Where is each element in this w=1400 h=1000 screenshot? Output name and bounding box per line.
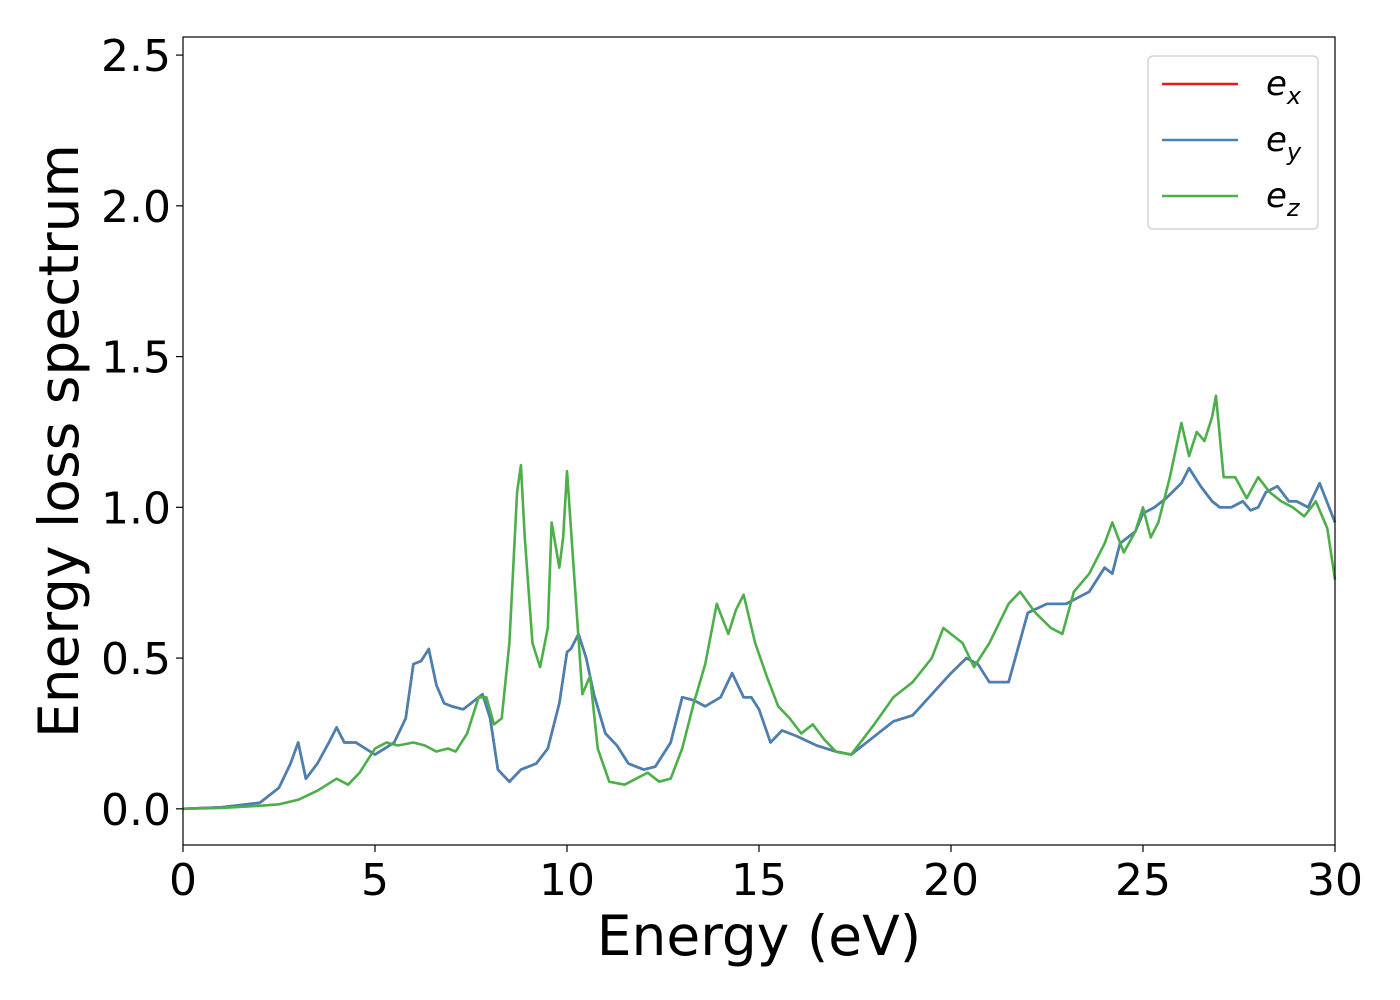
y-tick-label: 1.0 [101,483,171,534]
legend-box [1147,55,1319,230]
x-tick-label: 20 [923,855,979,906]
x-tick-label: 25 [1115,855,1171,906]
y-tick-label: 0.0 [101,785,171,836]
y-axis-title: Energy loss spectrum [27,144,91,738]
y-tick-label: 0.5 [101,634,171,685]
x-tick-label: 15 [731,855,787,906]
x-tick-label: 5 [361,855,389,906]
series-line-y [182,466,1337,811]
x-tick-label: 30 [1307,855,1363,906]
x-tick-label: 10 [539,855,595,906]
legend-label-z: ez [1266,176,1301,222]
legend-label-y: ey [1266,120,1302,166]
x-axis: 0 5 10 15 20 25 30 [169,845,1363,906]
series-layer [182,394,1337,811]
y-tick-label: 1.5 [101,333,171,384]
legend-label-x: ex [1266,64,1302,110]
x-axis-title: Energy (eV) [597,904,921,968]
legend: ex ey ez [1147,55,1319,230]
y-tick-label: 2.5 [101,31,171,82]
x-tick-label: 0 [169,855,197,906]
series-line-z [182,394,1337,811]
y-tick-label: 2.0 [101,182,171,233]
y-axis: 0.0 0.5 1.0 1.5 2.0 2.5 [101,31,183,836]
